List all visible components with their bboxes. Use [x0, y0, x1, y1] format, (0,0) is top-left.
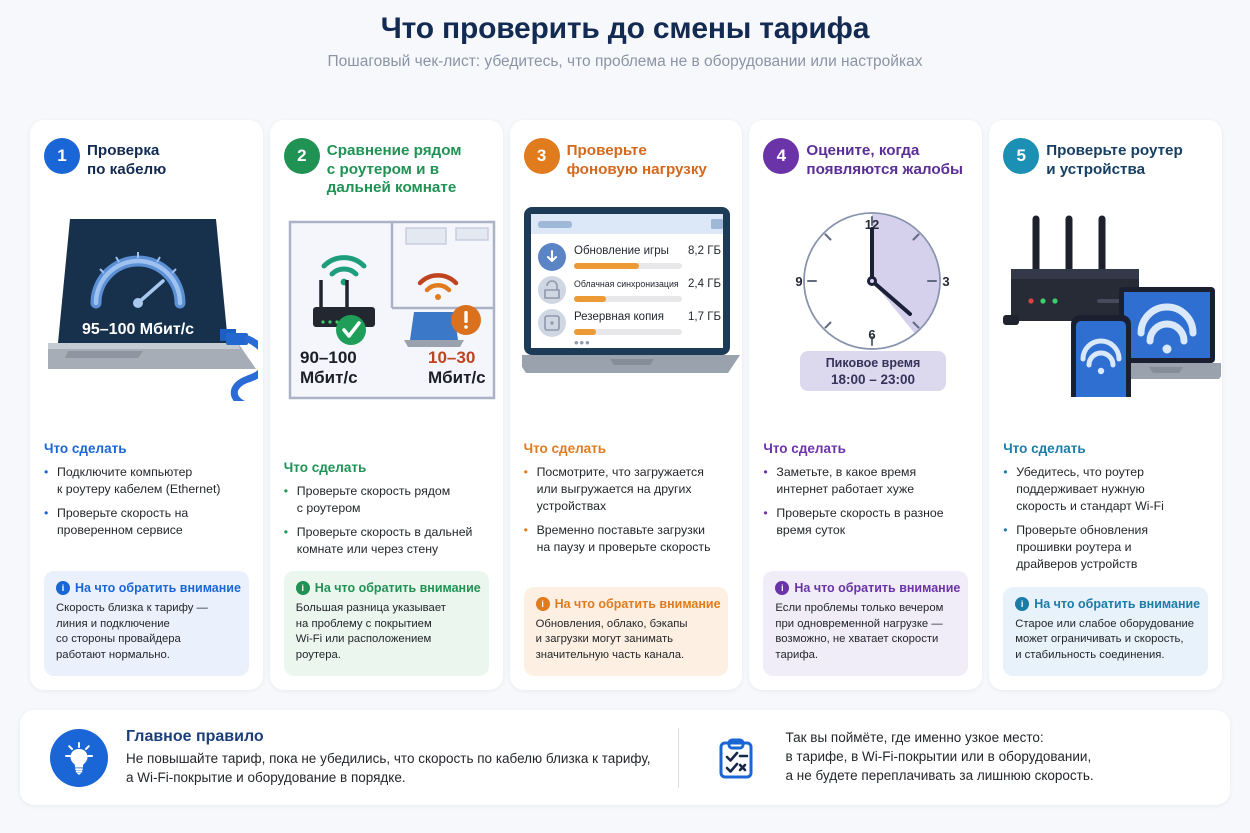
- svg-text:9: 9: [796, 274, 803, 289]
- svg-text:18:00 – 23:00: 18:00 – 23:00: [831, 372, 915, 387]
- svg-text:10–30: 10–30: [428, 348, 475, 367]
- svg-text:•••: •••: [574, 335, 591, 350]
- svg-text:Мбит/с: Мбит/с: [300, 368, 358, 387]
- svg-text:Резервная копия: Резервная копия: [574, 311, 664, 323]
- svg-text:2,4 ГБ: 2,4 ГБ: [688, 278, 721, 290]
- svg-text:8,2 ГБ: 8,2 ГБ: [688, 245, 721, 257]
- svg-text:6: 6: [869, 327, 876, 342]
- svg-text:90–100: 90–100: [300, 348, 357, 367]
- svg-text:1,7 ГБ: 1,7 ГБ: [688, 311, 721, 323]
- svg-text:3: 3: [943, 274, 950, 289]
- svg-text:Пиковое время: Пиковое время: [826, 356, 921, 370]
- svg-text:Облачная синхронизация: Облачная синхронизация: [574, 279, 679, 289]
- svg-text:Обновление игры: Обновление игры: [574, 245, 669, 257]
- svg-text:Мбит/с: Мбит/с: [428, 368, 486, 387]
- svg-text:95–100 Мбит/с: 95–100 Мбит/с: [82, 321, 194, 338]
